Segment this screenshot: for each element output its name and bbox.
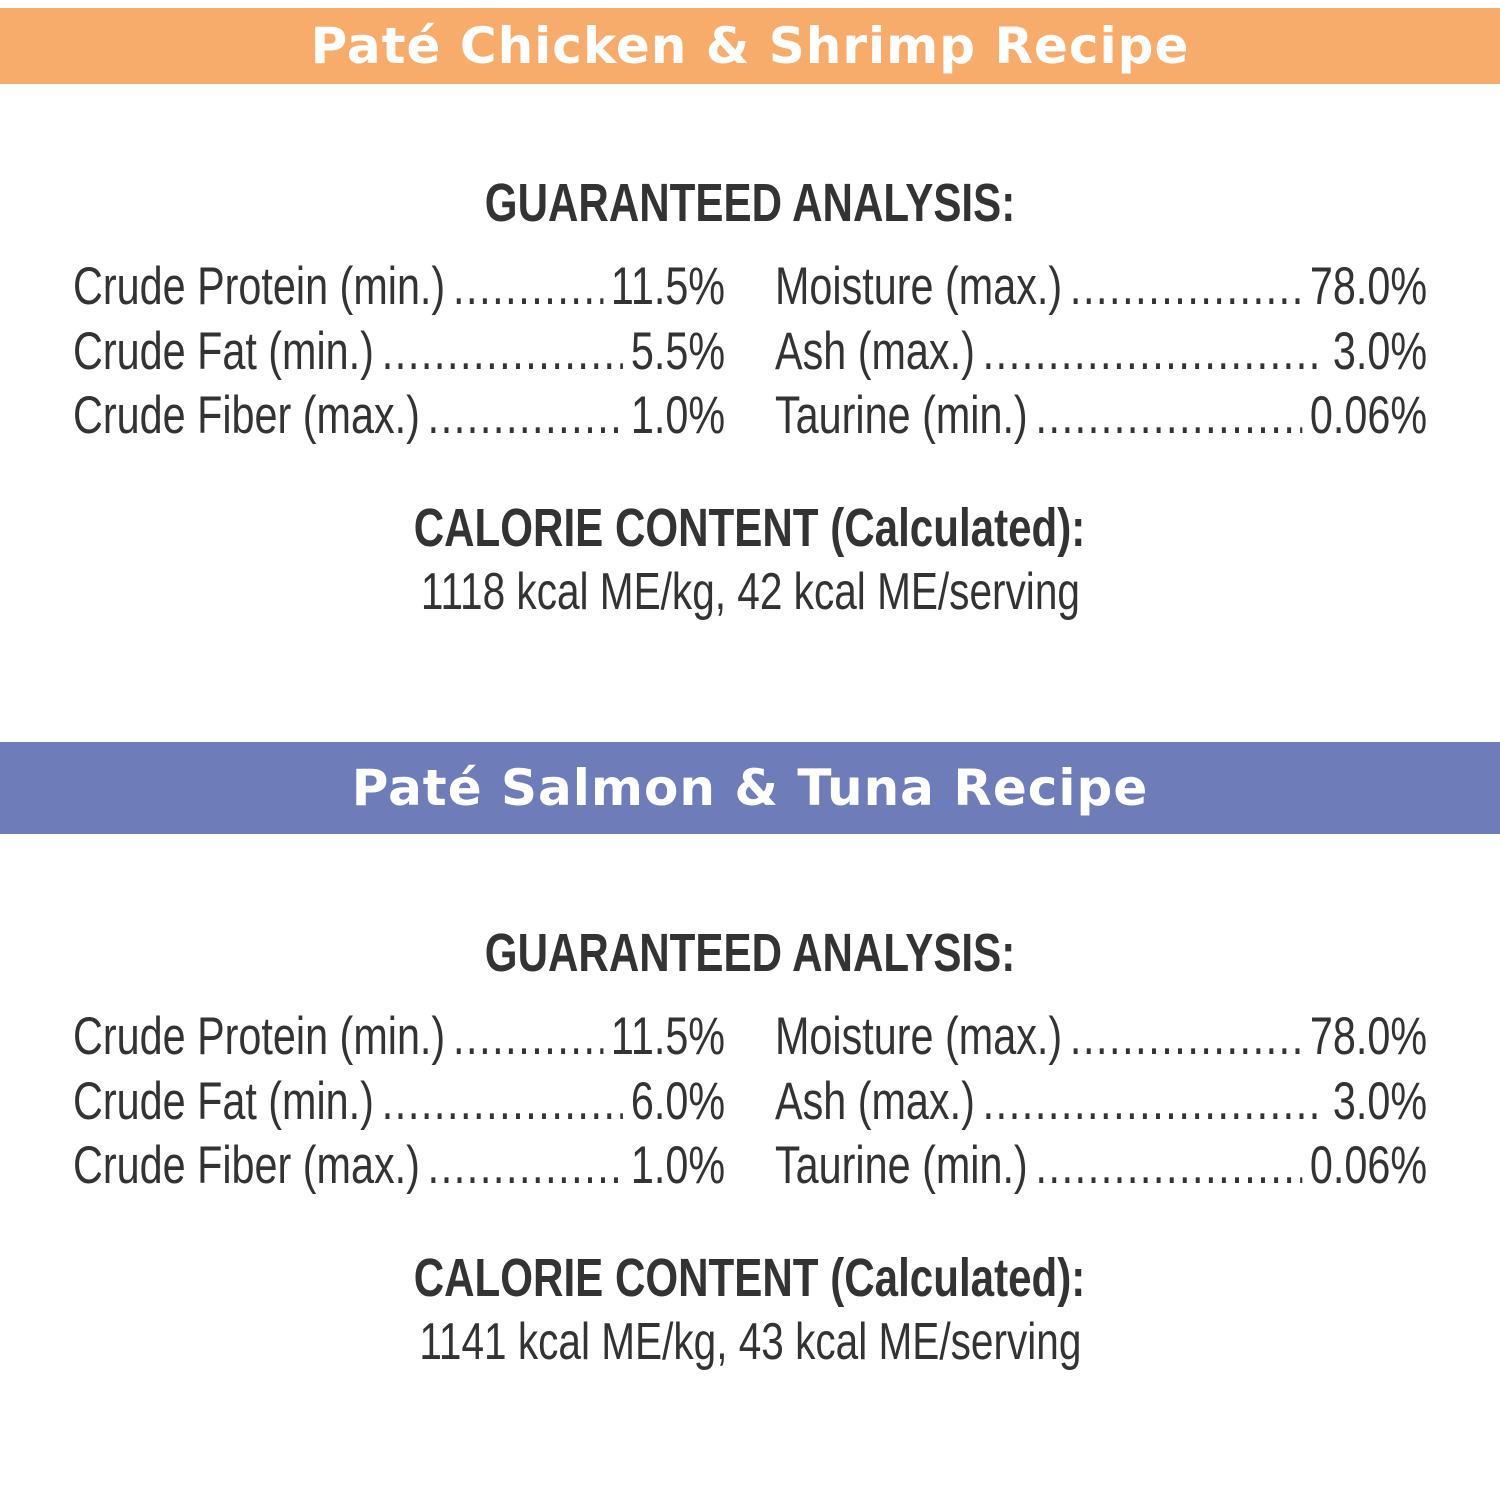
nutrient-label: Taurine (min.)	[775, 386, 1028, 445]
analysis-heading: GUARANTEED ANALYSIS:	[484, 923, 1016, 983]
nutrient-value: 78.0%	[1309, 1007, 1428, 1066]
nutrient-label: Crude Protein (min.)	[73, 1007, 446, 1066]
recipe-section: Paté Chicken & Shrimp Recipe GUARANTEED …	[0, 0, 1500, 750]
nutrient-label: Moisture (max.)	[775, 257, 1063, 316]
nutrient-value: 1.0%	[630, 1136, 726, 1195]
leader-dots	[453, 256, 603, 317]
analysis-column-left: Crude Protein (min.) 11.5% Crude Fat (mi…	[73, 1006, 725, 1200]
calorie-text: 1141 kcal ME/kg, 43 kcal ME/serving	[418, 1313, 1081, 1371]
analysis-row: Moisture (max.) 78.0%	[775, 256, 1427, 321]
leader-dots	[382, 321, 623, 382]
nutrient-label: Crude Fat (min.)	[73, 1071, 374, 1131]
recipe-title: Paté Chicken & Shrimp Recipe	[310, 17, 1190, 75]
nutrient-label: Crude Protein (min.)	[73, 257, 446, 316]
leader-dots	[428, 1135, 623, 1196]
recipe-title-bar: Paté Chicken & Shrimp Recipe	[0, 8, 1500, 84]
nutrient-value: 3.0%	[1332, 321, 1428, 381]
analysis-column-left: Crude Protein (min.) 11.5% Crude Fat (mi…	[73, 256, 725, 450]
calorie-heading: CALORIE CONTENT (Calculated):	[414, 1248, 1086, 1308]
analysis-row: Ash (max.) 3.0%	[775, 321, 1427, 386]
nutrient-label: Crude Fiber (max.)	[73, 1136, 420, 1195]
analysis-row: Crude Protein (min.) 11.5%	[73, 256, 725, 321]
analysis-row: Crude Fiber (max.) 1.0%	[73, 385, 725, 450]
leader-dots	[1036, 385, 1303, 446]
calorie-heading: CALORIE CONTENT (Calculated):	[414, 498, 1086, 558]
nutrient-value: 0.06%	[1309, 1136, 1428, 1195]
recipe-title: Paté Salmon & Tuna Recipe	[351, 759, 1149, 817]
nutrient-label: Ash (max.)	[775, 1071, 975, 1131]
leader-dots	[382, 1071, 623, 1132]
leader-dots	[1070, 1006, 1302, 1067]
recipe-title-bar: Paté Salmon & Tuna Recipe	[0, 742, 1500, 834]
nutrient-label: Moisture (max.)	[775, 1007, 1063, 1066]
analysis-row: Taurine (min.) 0.06%	[775, 385, 1427, 450]
analysis-row: Taurine (min.) 0.06%	[775, 1135, 1427, 1200]
analysis-row: Moisture (max.) 78.0%	[775, 1006, 1427, 1071]
nutrient-value: 11.5%	[610, 257, 726, 316]
leader-dots	[453, 1006, 603, 1067]
nutrient-value: 3.0%	[1332, 1071, 1428, 1131]
nutrient-value: 78.0%	[1309, 257, 1428, 316]
recipe-section: Paté Salmon & Tuna Recipe GUARANTEED ANA…	[0, 742, 1500, 1500]
analysis-row: Crude Fat (min.) 6.0%	[73, 1071, 725, 1136]
analysis-row: Crude Fiber (max.) 1.0%	[73, 1135, 725, 1200]
nutrient-label: Ash (max.)	[775, 321, 975, 381]
nutrient-label: Crude Fiber (max.)	[73, 386, 420, 445]
analysis-column-right: Moisture (max.) 78.0% Ash (max.) 3.0% Ta…	[775, 256, 1427, 450]
nutrient-value: 11.5%	[610, 1007, 726, 1066]
nutrient-value: 1.0%	[630, 386, 726, 445]
nutrient-value: 5.5%	[630, 321, 726, 381]
analysis-row: Crude Fat (min.) 5.5%	[73, 321, 725, 386]
nutrient-value: 0.06%	[1309, 386, 1428, 445]
nutrient-value: 6.0%	[630, 1071, 726, 1131]
analysis-heading: GUARANTEED ANALYSIS:	[484, 173, 1016, 233]
leader-dots	[983, 1071, 1325, 1132]
nutrient-label: Taurine (min.)	[775, 1136, 1028, 1195]
leader-dots	[983, 321, 1325, 382]
leader-dots	[428, 385, 623, 446]
nutrient-label: Crude Fat (min.)	[73, 321, 374, 381]
analysis-row: Ash (max.) 3.0%	[775, 1071, 1427, 1136]
leader-dots	[1070, 256, 1302, 317]
calorie-text: 1118 kcal ME/kg, 42 kcal ME/serving	[420, 563, 1080, 621]
leader-dots	[1036, 1135, 1303, 1196]
analysis-row: Crude Protein (min.) 11.5%	[73, 1006, 725, 1071]
analysis-column-right: Moisture (max.) 78.0% Ash (max.) 3.0% Ta…	[775, 1006, 1427, 1200]
